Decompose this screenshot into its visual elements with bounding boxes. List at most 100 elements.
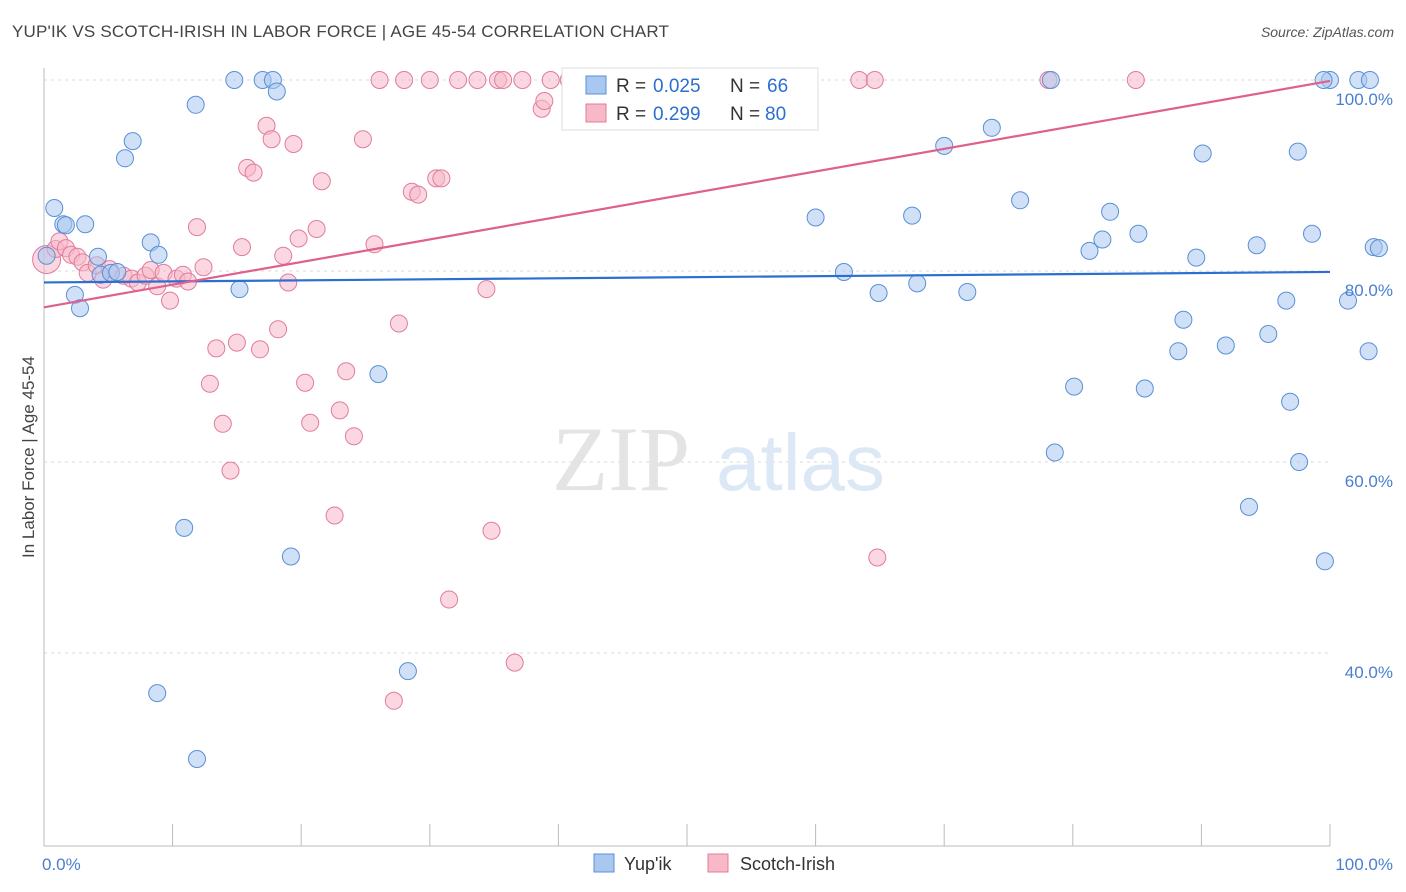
- yupik-point-52: [1277, 291, 1296, 310]
- scotch-irish-point-63: [482, 521, 501, 540]
- yupik-point-36: [1041, 71, 1060, 89]
- series-legend-label-yupik: Yup'ik: [624, 854, 672, 874]
- yupik-point-44: [1169, 342, 1188, 361]
- yupik-point-55: [1290, 453, 1309, 471]
- stats-legend-swatch-scotch-irish: [585, 103, 607, 123]
- y-axis-label: In Labor Force | Age 45-54: [19, 356, 38, 558]
- scotch-irish-point-60: [449, 71, 468, 89]
- scotch-irish-point-77: [868, 548, 887, 567]
- scotch-irish-trend-line: [43, 79, 1331, 309]
- stats-r-label-0: R =: [616, 76, 646, 97]
- yupik-point-16: [175, 518, 194, 537]
- scotch-irish-point-29: [233, 238, 251, 257]
- stats-legend: R = 0.025 N = 66 R = 0.299 N = 80: [561, 67, 819, 131]
- series-legend: Yup'ik Scotch-Irish: [593, 853, 835, 874]
- scotch-irish-point-41: [301, 413, 320, 432]
- y-tick-labels: 100.0% 80.0% 60.0% 40.0%: [1335, 90, 1393, 682]
- scotch-irish-point-44: [325, 506, 344, 525]
- yupik-point-0: [37, 246, 56, 265]
- grid-lines: [44, 79, 1330, 654]
- yupik-point-24: [281, 547, 300, 566]
- scotch-irish-point-50: [370, 71, 389, 89]
- yupik-point-56: [1303, 224, 1321, 243]
- scotch-irish-point-34: [262, 130, 281, 149]
- yupik-point-59: [1339, 291, 1357, 310]
- y-tick-label-2: 60.0%: [1345, 472, 1393, 491]
- scotch-irish-point-65: [494, 71, 513, 89]
- scotch-irish-point-61: [468, 71, 487, 89]
- x-ticks: [43, 824, 1331, 846]
- yupik-point-30: [903, 206, 922, 225]
- stats-n-label-1: N =: [730, 104, 760, 125]
- yupik-point-47: [1193, 144, 1212, 163]
- scotch-irish-point-75: [850, 71, 869, 89]
- y-tick-label-1: 80.0%: [1345, 281, 1393, 300]
- scotch-irish-point-70: [541, 71, 560, 89]
- yupik-point-61: [1359, 342, 1378, 361]
- stats-n-label-0: N =: [730, 76, 760, 97]
- scotch-irish-point-27: [221, 461, 240, 480]
- yupik-point-4: [56, 216, 75, 235]
- stats-r-value-0: 0.025: [653, 76, 701, 97]
- yupik-point-40: [1093, 230, 1112, 249]
- yupik-point-31: [908, 274, 927, 293]
- scotch-irish-point-36: [274, 246, 293, 265]
- scotch-irish-point-58: [432, 169, 451, 188]
- watermark: ZIP atlas: [552, 408, 885, 510]
- yupik-point-10: [108, 263, 127, 281]
- yupik-point-20: [230, 280, 249, 299]
- scotch-irish-point-59: [440, 590, 459, 609]
- yupik-point-43: [1135, 379, 1154, 398]
- trend-lines: [43, 79, 1331, 309]
- yupik-point-26: [398, 662, 417, 681]
- yupik-point-34: [982, 118, 1001, 137]
- yupik-point-17: [186, 95, 205, 114]
- yupik-point-62: [1360, 71, 1379, 89]
- scotch-irish-point-52: [389, 314, 408, 333]
- stats-n-value-1: 80: [765, 104, 786, 125]
- scotch-irish-point-76: [865, 71, 884, 89]
- yupik-point-23: [267, 82, 286, 101]
- yupik-point-1: [45, 199, 64, 217]
- yupik-point-53: [1281, 392, 1300, 411]
- yupik-point-29: [869, 284, 888, 302]
- scotch-irish-point-45: [330, 401, 349, 420]
- x-tick-label-1: 100.0%: [1335, 855, 1393, 874]
- chart-title: YUP'IK VS SCOTCH-IRISH IN LABOR FORCE | …: [12, 22, 670, 41]
- scotch-irish-point-67: [513, 71, 532, 89]
- stats-r-value-1: 0.299: [653, 104, 701, 125]
- yupik-point-6: [71, 299, 89, 318]
- yupik-point-48: [1216, 336, 1235, 355]
- yupik-point-39: [1080, 241, 1099, 260]
- yupik-point-38: [1065, 377, 1084, 396]
- yupik-point-7: [89, 247, 107, 266]
- scotch-irish-point-42: [307, 220, 326, 238]
- yupik-point-51: [1259, 325, 1278, 343]
- source-label: Source: ZipAtlas.com: [1260, 24, 1394, 40]
- scotch-irish-point-32: [251, 340, 269, 359]
- series-legend-swatch-yupik: [593, 853, 615, 873]
- scotch-irish-point-40: [296, 373, 315, 392]
- yupik-point-65: [1314, 71, 1333, 89]
- scotch-irish-point-79: [1126, 71, 1145, 89]
- scotch-irish-point-24: [200, 374, 219, 393]
- scotch-irish-point-47: [344, 427, 363, 446]
- yupik-point-12: [123, 132, 142, 151]
- yupik-point-28: [834, 263, 853, 281]
- yupik-point-42: [1129, 224, 1148, 243]
- scotch-irish-point-46: [337, 362, 356, 381]
- scotch-irish-point-55: [409, 185, 428, 204]
- yupik-point-35: [1011, 191, 1030, 210]
- stats-legend-swatch-yupik: [585, 75, 607, 95]
- yupik-point-33: [958, 283, 977, 301]
- yupik-point-57: [1315, 552, 1334, 571]
- series-legend-label-scotch-irish: Scotch-Irish: [740, 854, 835, 874]
- yupik-trend-line: [43, 270, 1331, 284]
- scotch-irish-point-23: [194, 258, 213, 277]
- yupik-point-50: [1247, 236, 1266, 255]
- yupik-point-14: [148, 684, 167, 703]
- yupik-point-19: [225, 71, 244, 89]
- yupik-point-3: [76, 215, 95, 234]
- yupik-point-32: [935, 136, 954, 155]
- scotch-irish-point-66: [505, 653, 524, 672]
